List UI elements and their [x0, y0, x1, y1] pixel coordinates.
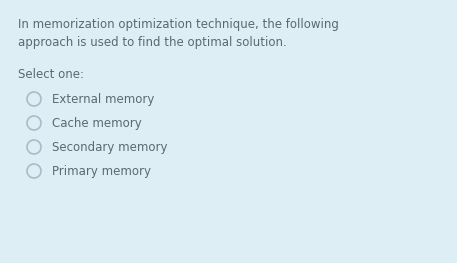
Ellipse shape [27, 164, 41, 178]
Text: Secondary memory: Secondary memory [52, 140, 168, 154]
Text: Select one:: Select one: [18, 68, 84, 81]
Text: In memorization optimization technique, the following: In memorization optimization technique, … [18, 18, 339, 31]
Text: Cache memory: Cache memory [52, 117, 142, 129]
Text: External memory: External memory [52, 93, 154, 105]
Ellipse shape [27, 116, 41, 130]
Text: Primary memory: Primary memory [52, 164, 151, 178]
Ellipse shape [27, 92, 41, 106]
Ellipse shape [27, 140, 41, 154]
Text: approach is used to find the optimal solution.: approach is used to find the optimal sol… [18, 36, 287, 49]
